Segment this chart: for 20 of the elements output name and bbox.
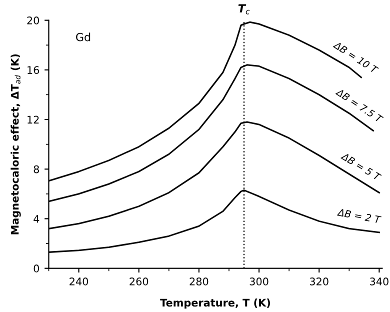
text: ΔB = 10 T bbox=[332, 40, 379, 74]
y-tick-label: 12 bbox=[28, 116, 39, 124]
x-tick-label: 320 bbox=[310, 278, 328, 286]
y-tick-label: 8 bbox=[34, 165, 40, 174]
y-tick-label: 20 bbox=[27, 16, 40, 24]
y-axis-title: Magnetocaloric effect, ΔT$_{ad}$ (K) bbox=[10, 54, 21, 234]
x-tick-label: 240 bbox=[70, 278, 88, 286]
text: ΔB = 5 T bbox=[340, 152, 382, 182]
x-tick-label: 300 bbox=[250, 278, 268, 286]
x-tick-label: 280 bbox=[190, 278, 208, 286]
x-tick-label: 340 bbox=[370, 278, 388, 286]
ref-line-label: T$_{c}$ bbox=[238, 4, 250, 14]
text: ΔB = 7.5 T bbox=[335, 88, 384, 124]
annotation: Gd bbox=[76, 32, 90, 42]
y-tick-label: 4 bbox=[34, 215, 40, 223]
text: ΔB = 2 T bbox=[336, 208, 382, 224]
y-tick-label: 16 bbox=[28, 66, 40, 74]
x-tick-label: 260 bbox=[130, 278, 148, 286]
y-tick-label: 0 bbox=[34, 264, 40, 272]
x-axis-title: Temperature, T (K) bbox=[160, 298, 270, 309]
